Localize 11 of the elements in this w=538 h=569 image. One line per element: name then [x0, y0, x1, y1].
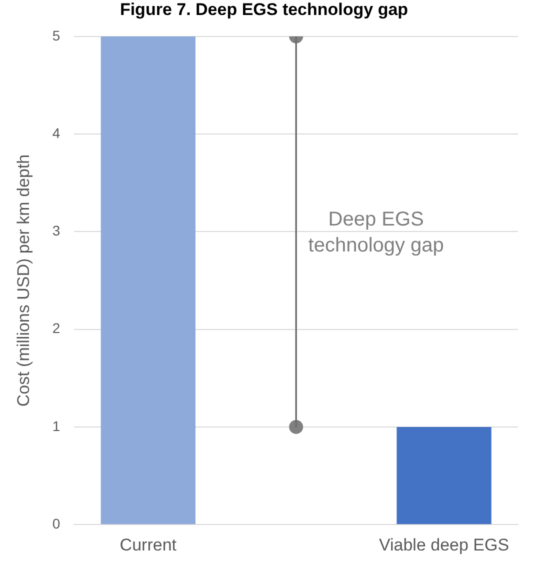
- chart-title: Figure 7. Deep EGS technology gap: [120, 0, 408, 19]
- y-tick-label: 4: [52, 124, 60, 141]
- x-tick-label: Viable deep EGS: [378, 535, 510, 554]
- y-tick-label: 2: [52, 320, 60, 336]
- annotation: Deep EGS technology gap: [308, 208, 444, 257]
- y-tick-label: 0: [52, 515, 60, 532]
- x-tick-label: Current: [120, 535, 177, 554]
- y-tick-label: 5: [52, 27, 60, 44]
- y-tick-label: 1: [52, 418, 60, 434]
- y-axis-title: Cost (millions USD) per km depth: [14, 154, 33, 407]
- y-tick-label: 3: [52, 222, 60, 239]
